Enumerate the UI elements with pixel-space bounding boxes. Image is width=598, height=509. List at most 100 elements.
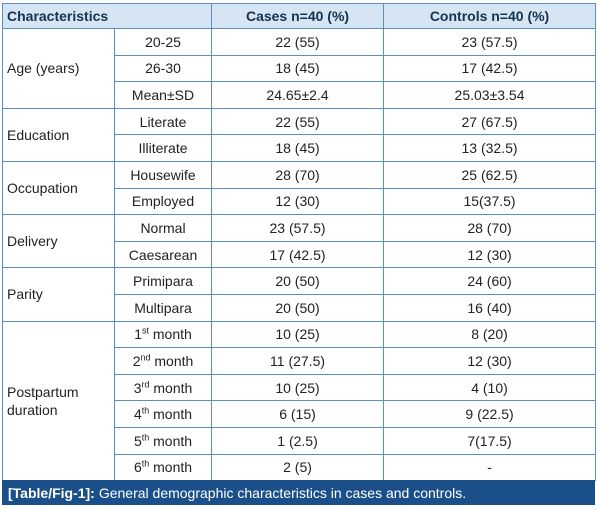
header-controls: Controls n=40 (%)	[383, 3, 597, 29]
cell-controls: 23 (57.5)	[383, 28, 597, 56]
month-word: month	[153, 406, 193, 423]
row-sub-label: Caesarean	[113, 240, 213, 269]
group-label-line: Postpartum	[7, 383, 79, 400]
cell-cases: 6 (15)	[211, 400, 385, 428]
group-label-parity: Parity	[2, 267, 115, 322]
table-row: Mean±SD 24.65±2.4 25.03±3.54	[3, 81, 597, 109]
cell-cases: 24.65±2.4	[211, 81, 385, 109]
figure-caption: [Table/Fig-1]: General demographic chara…	[2, 480, 595, 505]
table-row: Education Literate 22 (55) 27 (67.5)	[2, 107, 597, 162]
group-label-age: Age (years)	[2, 28, 115, 109]
cell-controls: 25.03±3.54	[383, 81, 597, 109]
cell-controls: 9 (22.5)	[383, 400, 597, 428]
demographics-table: Characteristics Cases n=40 (%) Controls …	[1, 3, 597, 482]
table-row: Age (years) 20-25 22 (55) 23 (57.5)	[2, 28, 597, 109]
cell-cases: 22 (55)	[211, 28, 385, 56]
table-row: 2nd month 11 (27.5) 12 (30)	[3, 347, 597, 375]
table-header: Characteristics Cases n=40 (%) Controls …	[1, 3, 597, 29]
month-word: month	[154, 352, 194, 369]
header-row: Characteristics Cases n=40 (%) Controls …	[1, 3, 597, 29]
row-sub-label: Normal	[113, 214, 213, 242]
cell-cases: 1 (2.5)	[211, 426, 385, 455]
month-number: 1	[134, 326, 142, 343]
ordinal-suffix: st	[141, 325, 149, 336]
group-label-postpartum: Postpartum duration	[2, 320, 115, 482]
ordinal-suffix: th	[141, 458, 150, 469]
cell-controls: -	[383, 453, 597, 482]
table-row: Occupation Housewife 28 (70) 25 (62.5)	[2, 160, 597, 216]
cell-cases: 18 (45)	[211, 54, 385, 83]
row-sub-label: 20-25	[113, 28, 213, 56]
header-characteristics: Characteristics	[1, 3, 213, 29]
cell-cases: 20 (50)	[211, 267, 385, 295]
row-sub-label: 4th month	[113, 400, 213, 428]
cell-controls: 17 (42.5)	[383, 54, 597, 83]
month-number: 2	[132, 352, 141, 369]
cell-controls: 12 (30)	[383, 240, 597, 269]
row-sub-label: Employed	[113, 187, 213, 216]
table-body: Age (years) 20-25 22 (55) 23 (57.5) 26-3…	[2, 28, 597, 482]
table-row: Delivery Normal 23 (57.5) 28 (70)	[2, 214, 597, 269]
cell-controls: 12 (30)	[383, 347, 597, 375]
cell-cases: 10 (25)	[211, 320, 385, 349]
ordinal-suffix: th	[141, 432, 150, 443]
group-label-line: duration	[7, 401, 58, 418]
table-row: 6th month 2 (5) -	[3, 453, 597, 482]
cell-controls: 16 (40)	[383, 293, 597, 322]
table-row: Employed 12 (30) 15(37.5)	[3, 187, 597, 216]
row-sub-label: Literate	[113, 107, 213, 136]
row-sub-label: 6th month	[113, 453, 213, 482]
row-sub-label: Multipara	[113, 293, 213, 322]
cell-controls: 25 (62.5)	[383, 160, 597, 189]
cell-controls: 15(37.5)	[383, 187, 597, 216]
table-row: Multipara 20 (50) 16 (40)	[3, 293, 597, 322]
row-sub-label: Mean±SD	[113, 81, 213, 109]
row-sub-label: 2nd month	[113, 347, 213, 375]
cell-cases: 23 (57.5)	[211, 214, 385, 242]
ordinal-suffix: th	[141, 405, 150, 416]
row-sub-label: Primipara	[113, 267, 213, 295]
cell-controls: 24 (60)	[383, 267, 597, 295]
row-sub-label: 3rd month	[113, 373, 213, 402]
table-row: 26-30 18 (45) 17 (42.5)	[3, 54, 597, 83]
cell-controls: 8 (20)	[383, 320, 597, 349]
caption-label: [Table/Fig-1]:	[8, 484, 95, 501]
group-label-education: Education	[2, 107, 115, 162]
table-row: 4th month 6 (15) 9 (22.5)	[3, 400, 597, 428]
cell-controls: 13 (32.5)	[383, 134, 597, 162]
cell-cases: 17 (42.5)	[211, 240, 385, 269]
table-row: Postpartum duration 1st month 10 (25) 8 …	[2, 320, 597, 482]
cell-cases: 18 (45)	[211, 134, 385, 162]
cell-cases: 2 (5)	[211, 453, 385, 482]
cell-controls: 4 (10)	[383, 373, 597, 402]
group-label-occupation: Occupation	[2, 160, 115, 216]
table-row: 3rd month 10 (25) 4 (10)	[3, 373, 597, 402]
month-word: month	[153, 379, 193, 396]
cell-cases: 28 (70)	[211, 160, 385, 189]
cell-controls: 27 (67.5)	[383, 107, 597, 136]
month-number: 4	[133, 406, 142, 423]
cell-cases: 20 (50)	[211, 293, 385, 322]
row-sub-label: Housewife	[113, 160, 213, 189]
month-word: month	[153, 432, 193, 449]
cell-controls: 7(17.5)	[383, 426, 597, 455]
cell-cases: 10 (25)	[211, 373, 385, 402]
month-number: 6	[133, 459, 142, 476]
caption-text: General demographic characteristics in c…	[98, 484, 467, 501]
table-row: Parity Primipara 20 (50) 24 (60)	[2, 267, 597, 322]
cell-controls: 28 (70)	[383, 214, 597, 242]
cell-cases: 12 (30)	[211, 187, 385, 216]
cell-cases: 11 (27.5)	[211, 347, 385, 375]
month-number: 3	[133, 379, 142, 396]
month-word: month	[153, 459, 193, 476]
month-word: month	[152, 326, 192, 343]
table-row: Illiterate 18 (45) 13 (32.5)	[3, 134, 597, 162]
header-cases: Cases n=40 (%)	[211, 3, 385, 29]
row-sub-label: 5th month	[113, 426, 213, 455]
row-sub-label: 26-30	[113, 54, 213, 83]
ordinal-suffix: rd	[141, 378, 150, 389]
cell-cases: 22 (55)	[211, 107, 385, 136]
row-sub-label: Illiterate	[113, 134, 213, 162]
table-row: Caesarean 17 (42.5) 12 (30)	[3, 240, 597, 269]
